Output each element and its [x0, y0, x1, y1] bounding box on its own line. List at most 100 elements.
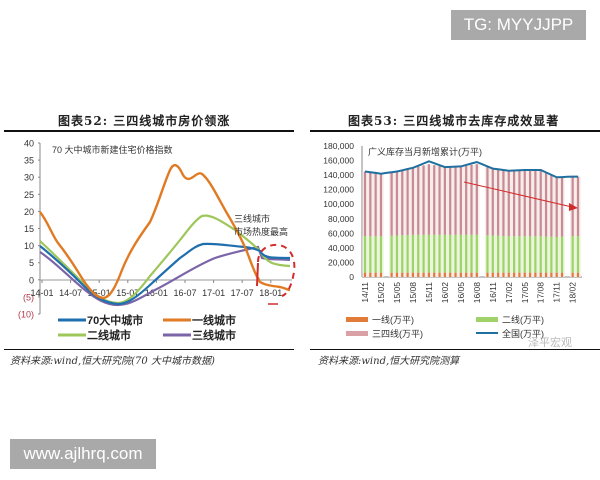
left-x-tick: 14-01 — [30, 288, 53, 298]
bar-tier1 — [534, 272, 537, 277]
bar-tier2 — [395, 235, 399, 273]
bar-tier2 — [443, 234, 446, 273]
bar-tier1 — [427, 272, 430, 277]
bar-tier1 — [475, 272, 478, 277]
left-x-tick: 15-01 — [88, 288, 111, 298]
series-tier3-line — [39, 245, 291, 307]
legend-label-tier70: 70大中城市 — [87, 313, 143, 327]
bar-tier34 — [406, 169, 409, 236]
left-x-tick: 17-01 — [202, 288, 225, 298]
bar-tier1 — [470, 272, 473, 277]
left-y-tick: 10 — [24, 241, 34, 251]
left-title-rule — [4, 130, 294, 132]
left-y-tick: 15 — [24, 224, 34, 234]
bar-tier1 — [507, 272, 510, 277]
bar-tier34 — [539, 170, 542, 237]
bar-tier34 — [470, 164, 473, 235]
legend-swatch-bar-tier34 — [346, 331, 368, 336]
bar-tier2 — [539, 236, 542, 273]
right-y-tick: 60,000 — [328, 228, 354, 238]
bar-tier2 — [475, 234, 478, 273]
left-y-tick: 30 — [24, 173, 34, 183]
bar-tier1 — [379, 272, 383, 277]
bar-tier2 — [401, 235, 404, 273]
bar-tier1 — [539, 272, 542, 277]
left-y-tick: 20 — [24, 207, 34, 217]
bar-tier1 — [571, 272, 574, 277]
bar-tier1 — [417, 272, 420, 277]
right-y-tick: 0 — [349, 272, 354, 282]
bar-tier2 — [523, 236, 526, 273]
left-y-tick: 40 — [24, 139, 34, 149]
legend-label-bar-tier34: 三四线(万平) — [372, 328, 423, 339]
bar-tier1 — [555, 272, 558, 277]
legend-swatch-bar-tier1 — [346, 317, 368, 322]
bar-tier1 — [497, 272, 500, 277]
right-x-tick: 16/02 — [440, 282, 450, 304]
series-national-line — [364, 160, 578, 179]
left-x-tick: 14-07 — [59, 288, 82, 298]
right-title-rule — [310, 130, 600, 132]
bar-tier1 — [374, 272, 377, 277]
bar-tier1 — [491, 272, 494, 277]
bar-tier34 — [417, 166, 420, 235]
bar-tier34 — [443, 167, 446, 235]
bar-tier2 — [507, 236, 510, 273]
legend-label-bar-tier1: 一线(万平) — [372, 314, 414, 325]
left-source-rule — [4, 349, 294, 350]
bar-tier1 — [443, 272, 446, 277]
right-x-tick: 15/05 — [392, 282, 402, 304]
right-legend: 一线(万平) 二线(万平) 三四线(万平) 全国(万平) — [346, 314, 544, 339]
left-y-tick: (10) — [18, 310, 34, 320]
left-legend: 70大中城市 一线城市 二线城市 三线城市 — [58, 313, 236, 342]
legend-swatch-bar-tier2 — [476, 317, 498, 322]
left-y-tick-labels: 40 35 30 25 20 15 10 5 0 (5) (10) — [18, 139, 40, 320]
bar-tier34 — [363, 171, 367, 237]
bar-tier2 — [406, 235, 409, 273]
right-y-tick: 180,000 — [323, 141, 354, 151]
right-source-rule — [310, 349, 600, 350]
bar-tier2 — [374, 236, 377, 273]
bar-tier34 — [544, 172, 548, 237]
bar-tier2 — [427, 234, 430, 273]
bar-tier34 — [560, 177, 564, 237]
legend-label-tier3: 三线城市 — [192, 328, 236, 342]
bar-tier1 — [523, 272, 526, 277]
bar-tier2 — [379, 236, 383, 273]
bar-tier2 — [491, 235, 494, 273]
bar-tier34 — [459, 166, 462, 235]
annotation-line1: 三线城市 — [234, 213, 270, 224]
right-y-tick: 160,000 — [323, 156, 354, 166]
bar-tier2 — [550, 236, 553, 273]
bar-tier2 — [417, 234, 420, 273]
bar-tier1 — [401, 272, 404, 277]
left-y-tick: (5) — [23, 292, 34, 302]
right-x-tick: 15/02 — [376, 282, 386, 304]
bar-tier34 — [486, 167, 489, 236]
bar-tier2 — [571, 236, 574, 273]
legend-label-tier1: 一线城市 — [192, 313, 236, 327]
bar-tier2 — [363, 236, 367, 273]
right-stacked-bars — [362, 164, 581, 277]
bar-tier34 — [390, 172, 393, 236]
right-x-tick: 16/05 — [456, 282, 466, 304]
right-source: 资料来源:wind,恒大研究院测算 — [318, 356, 460, 367]
bar-tier2 — [555, 236, 558, 273]
right-x-tick-labels: 14/11 15/02 15/05 15/08 15/11 16/02 16/05 16/08… — [360, 282, 578, 304]
left-chart-subtitle: 70 大中城市新建住宅价格指数 — [52, 144, 173, 155]
legend-label-tier2: 二线城市 — [87, 328, 131, 342]
bar-tier34 — [550, 174, 553, 237]
bar-tier2 — [534, 236, 537, 273]
left-x-tick-labels: 14-01 14-07 15-01 15-07 16-01 16-07 17-01 17-07… — [30, 280, 282, 298]
bar-tier1 — [363, 272, 367, 277]
bar-tier34 — [555, 177, 558, 237]
bar-tier34 — [438, 166, 441, 235]
left-y-tick: 35 — [24, 156, 34, 166]
watermark-bottom: www.ajlhrq.com — [10, 439, 156, 469]
right-y-tick: 40,000 — [328, 243, 354, 253]
right-y-tick: 100,000 — [323, 199, 354, 209]
right-y-tick: 20,000 — [328, 257, 354, 267]
bar-tier2 — [470, 234, 473, 273]
bar-tier34 — [475, 164, 478, 235]
